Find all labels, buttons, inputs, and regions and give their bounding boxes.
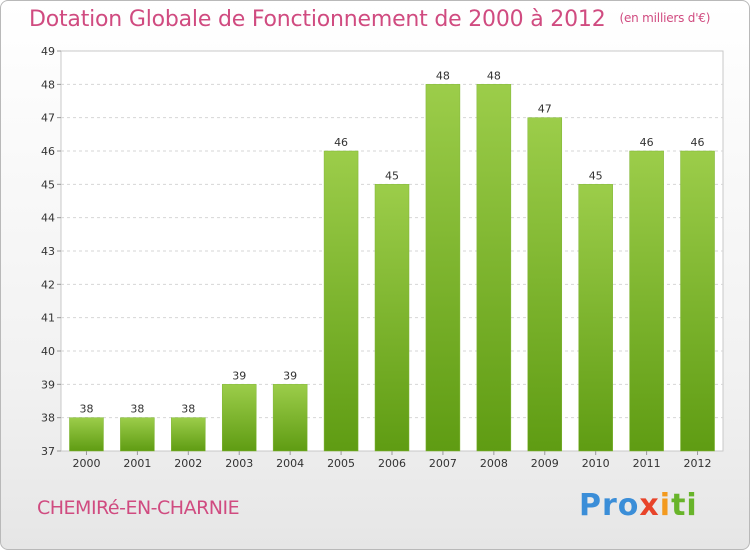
x-tick-label: 2002 xyxy=(174,457,202,470)
data-label: 46 xyxy=(691,136,705,149)
proxiti-logo[interactable]: Proxiti xyxy=(579,488,698,523)
y-tick-label: 49 xyxy=(41,45,55,58)
bar xyxy=(476,84,512,452)
x-tick-label: 2005 xyxy=(327,457,355,470)
bar xyxy=(527,117,563,452)
x-tick-label: 2001 xyxy=(123,457,151,470)
y-tick-label: 45 xyxy=(41,178,55,191)
bar xyxy=(272,384,308,452)
bar xyxy=(120,417,155,452)
x-tick-label: 2003 xyxy=(225,457,253,470)
logo-part: ti xyxy=(671,488,698,523)
data-label: 38 xyxy=(181,403,195,416)
data-label: 39 xyxy=(283,369,297,382)
x-tick-label: 2011 xyxy=(633,457,661,470)
logo-part: x xyxy=(639,488,660,523)
y-tick-label: 48 xyxy=(41,78,55,91)
y-axis: 37 38 39 40 41 42 43 44 45 46 47 48 49 xyxy=(41,45,61,458)
data-label: 38 xyxy=(130,403,144,416)
y-tick-label: 43 xyxy=(41,245,55,258)
x-tick-label: 2010 xyxy=(582,457,610,470)
y-tick-label: 44 xyxy=(41,212,55,225)
chart-title-text: Dotation Globale de Fonctionnement de 20… xyxy=(29,7,606,32)
x-tick-label: 2000 xyxy=(72,457,100,470)
x-tick-label: 2012 xyxy=(684,457,712,470)
y-tick-label: 40 xyxy=(41,345,55,358)
data-label: 39 xyxy=(232,369,246,382)
data-label: 47 xyxy=(538,103,552,116)
y-tick-label: 39 xyxy=(41,378,55,391)
data-label: 46 xyxy=(334,136,348,149)
x-tick-label: 2004 xyxy=(276,457,304,470)
bar xyxy=(374,184,410,452)
logo-part: i xyxy=(659,488,672,523)
logo-part: Pro xyxy=(579,488,640,523)
y-tick-label: 47 xyxy=(41,112,55,125)
x-tick-label: 2009 xyxy=(531,457,559,470)
chart-title: Dotation Globale de Fonctionnement de 20… xyxy=(29,7,710,32)
data-label: 45 xyxy=(385,169,399,182)
data-label: 45 xyxy=(589,169,603,182)
y-tick-label: 46 xyxy=(41,145,55,158)
bar xyxy=(578,184,613,452)
chart-subtitle: (en milliers d'€) xyxy=(619,11,711,25)
data-label: 46 xyxy=(640,136,654,149)
bar xyxy=(171,417,206,452)
data-label: 48 xyxy=(487,69,501,82)
data-label: 38 xyxy=(79,403,93,416)
bar xyxy=(323,150,359,452)
y-tick-label: 37 xyxy=(41,445,55,458)
commune-name: CHEMIRé-EN-CHARNIE xyxy=(37,497,240,519)
y-tick-label: 38 xyxy=(41,412,55,425)
x-tick-label: 2006 xyxy=(378,457,406,470)
data-label: 48 xyxy=(436,69,450,82)
bars: 38 38 38 39 39 46 45 48 48 47 45 46 46 xyxy=(69,69,715,452)
y-tick-label: 42 xyxy=(41,278,55,291)
bar xyxy=(425,84,461,452)
bar xyxy=(629,150,664,452)
x-tick-label: 2008 xyxy=(480,457,508,470)
bar xyxy=(221,384,257,452)
bar xyxy=(69,417,104,452)
bar xyxy=(680,150,715,452)
x-axis: 2000 2001 2002 2003 2004 2005 2006 2007 2008 2009… xyxy=(72,451,712,470)
y-tick-label: 41 xyxy=(41,312,55,325)
x-tick-label: 2007 xyxy=(429,457,457,470)
